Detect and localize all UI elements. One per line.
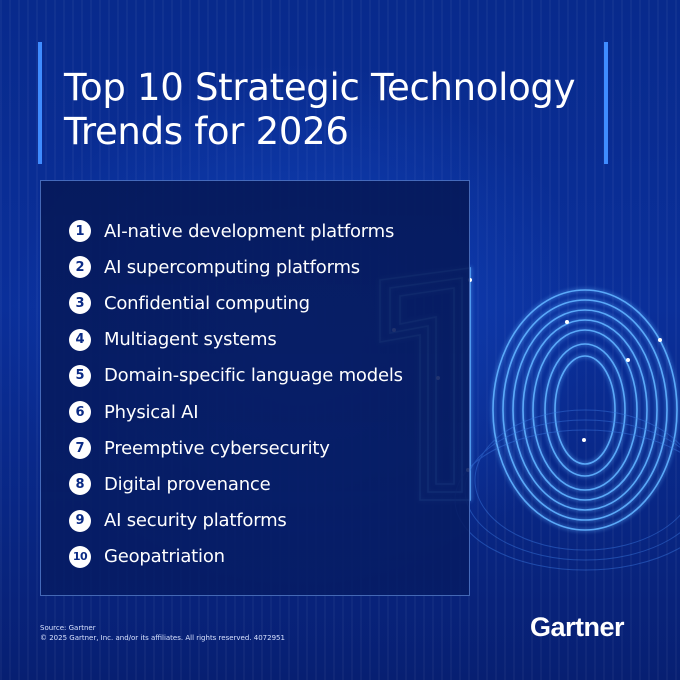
trend-label: AI supercomputing platforms [104, 256, 360, 278]
title-line-1: Top 10 Strategic Technology [64, 66, 576, 109]
trends-panel: 1 AI-native development platforms 2 AI s… [40, 180, 470, 596]
number-badge: 9 [69, 509, 91, 532]
list-item: 4 Multiagent systems [69, 322, 403, 358]
number-badge: 8 [69, 473, 91, 496]
trend-label: Geopatriation [104, 546, 225, 568]
accent-bar-right [604, 42, 608, 164]
list-item: 10 Geopatriation [69, 539, 403, 575]
trend-label: Physical AI [104, 401, 199, 423]
number-badge: 1 [69, 220, 91, 243]
number-badge: 7 [69, 437, 91, 460]
trend-label: Domain-specific language models [104, 365, 403, 387]
trend-label: AI-native development platforms [104, 220, 395, 242]
title-line-2: Trends for 2026 [64, 110, 349, 153]
list-item: 2 AI supercomputing platforms [69, 249, 403, 285]
accent-bar-left [38, 42, 42, 164]
number-badge: 4 [69, 328, 91, 351]
page-title: Top 10 Strategic Technology Trends for 2… [64, 66, 576, 154]
trend-label: Multiagent systems [104, 329, 277, 351]
list-item: 6 Physical AI [69, 394, 403, 430]
list-item: 1 AI-native development platforms [69, 213, 403, 249]
number-badge: 5 [69, 364, 91, 387]
list-item: 7 Preemptive cybersecurity [69, 430, 403, 466]
source-note: Source: Gartner [40, 624, 96, 632]
list-item: 9 AI security platforms [69, 503, 403, 539]
number-badge: 6 [69, 401, 91, 424]
trend-list: 1 AI-native development platforms 2 AI s… [69, 213, 403, 575]
gartner-logo: Gartner [530, 612, 625, 642]
trend-label: Confidential computing [104, 292, 310, 314]
trend-label: Digital provenance [104, 473, 271, 495]
number-badge: 2 [69, 256, 91, 279]
list-item: 3 Confidential computing [69, 285, 403, 321]
trend-label: AI security platforms [104, 510, 287, 532]
list-item: 5 Domain-specific language models [69, 358, 403, 394]
list-item: 8 Digital provenance [69, 466, 403, 502]
copyright-note: © 2025 Gartner, Inc. and/or its affiliat… [40, 634, 285, 642]
number-badge: 10 [69, 545, 91, 568]
trend-label: Preemptive cybersecurity [104, 437, 330, 459]
footer: Source: Gartner © 2025 Gartner, Inc. and… [40, 623, 285, 643]
number-badge: 3 [69, 292, 91, 315]
